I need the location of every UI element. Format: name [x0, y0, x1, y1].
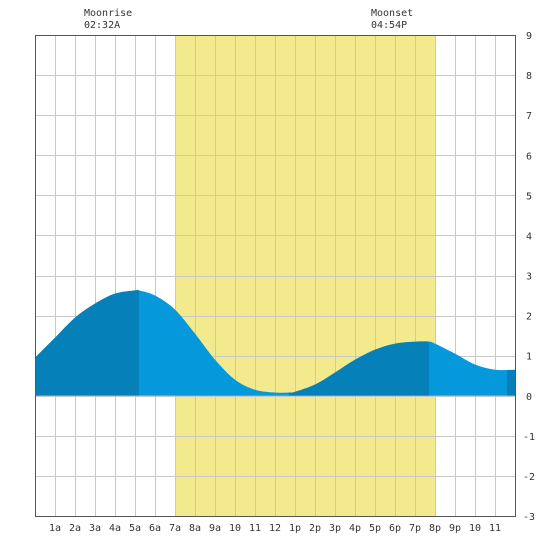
x-tick-label: 10	[469, 523, 481, 534]
y-tick-label: 0	[526, 392, 532, 403]
x-tick-label: 2a	[69, 523, 81, 534]
plot-frame	[35, 35, 516, 517]
y-axis-ticks: -3 -2 -1 0 1 2 3 4 5 6 7 8 9	[523, 31, 535, 523]
x-tick-label: 3a	[89, 523, 101, 534]
x-tick-label: 9p	[449, 523, 461, 534]
x-tick-label: 9a	[209, 523, 221, 534]
x-tick-label: 5p	[369, 523, 381, 534]
x-tick-label: 8p	[429, 523, 441, 534]
x-tick-label: 11	[489, 523, 501, 534]
moonrise-label: Moonrise	[84, 8, 132, 19]
x-tick-label: 1a	[49, 523, 61, 534]
x-tick-label: 8a	[189, 523, 201, 534]
y-tick-label: 3	[526, 272, 532, 283]
moonrise-time: 02:32A	[84, 20, 120, 31]
y-tick-label: 1	[526, 352, 532, 363]
x-tick-label: 2p	[309, 523, 321, 534]
y-tick-label: 8	[526, 71, 532, 82]
y-tick-label: 4	[526, 231, 532, 242]
x-tick-label: 4a	[109, 523, 121, 534]
moonset-label: Moonset	[371, 8, 413, 19]
y-tick-label: -2	[523, 472, 535, 483]
x-tick-label: 4p	[349, 523, 361, 534]
x-tick-label: 6a	[149, 523, 161, 534]
y-tick-label: 6	[526, 151, 532, 162]
x-tick-label: 7p	[409, 523, 421, 534]
y-tick-label: -1	[523, 432, 535, 443]
x-tick-label: 10	[229, 523, 241, 534]
x-tick-label: 1p	[289, 523, 301, 534]
x-tick-label: 3p	[329, 523, 341, 534]
y-tick-label: 5	[526, 191, 532, 202]
grid-layer	[35, 35, 515, 516]
x-tick-label: 11	[249, 523, 261, 534]
x-axis-ticks: 1a 2a 3a 4a 5a 6a 7a 8a 9a 10 11 12 1p 2p 3p 4p 5p 6p 7p 8p…	[49, 523, 501, 534]
y-tick-label: -3	[523, 512, 535, 523]
x-tick-label: 5a	[129, 523, 141, 534]
x-tick-label: 12	[269, 523, 281, 534]
y-tick-label: 2	[526, 312, 532, 323]
tide-area-segment	[507, 289, 515, 396]
x-tick-label: 6p	[389, 523, 401, 534]
y-tick-label: 7	[526, 111, 532, 122]
moonset-time: 04:54P	[371, 20, 407, 31]
y-tick-label: 9	[526, 31, 532, 42]
x-tick-label: 7a	[169, 523, 181, 534]
tide-area-segment	[35, 289, 139, 396]
